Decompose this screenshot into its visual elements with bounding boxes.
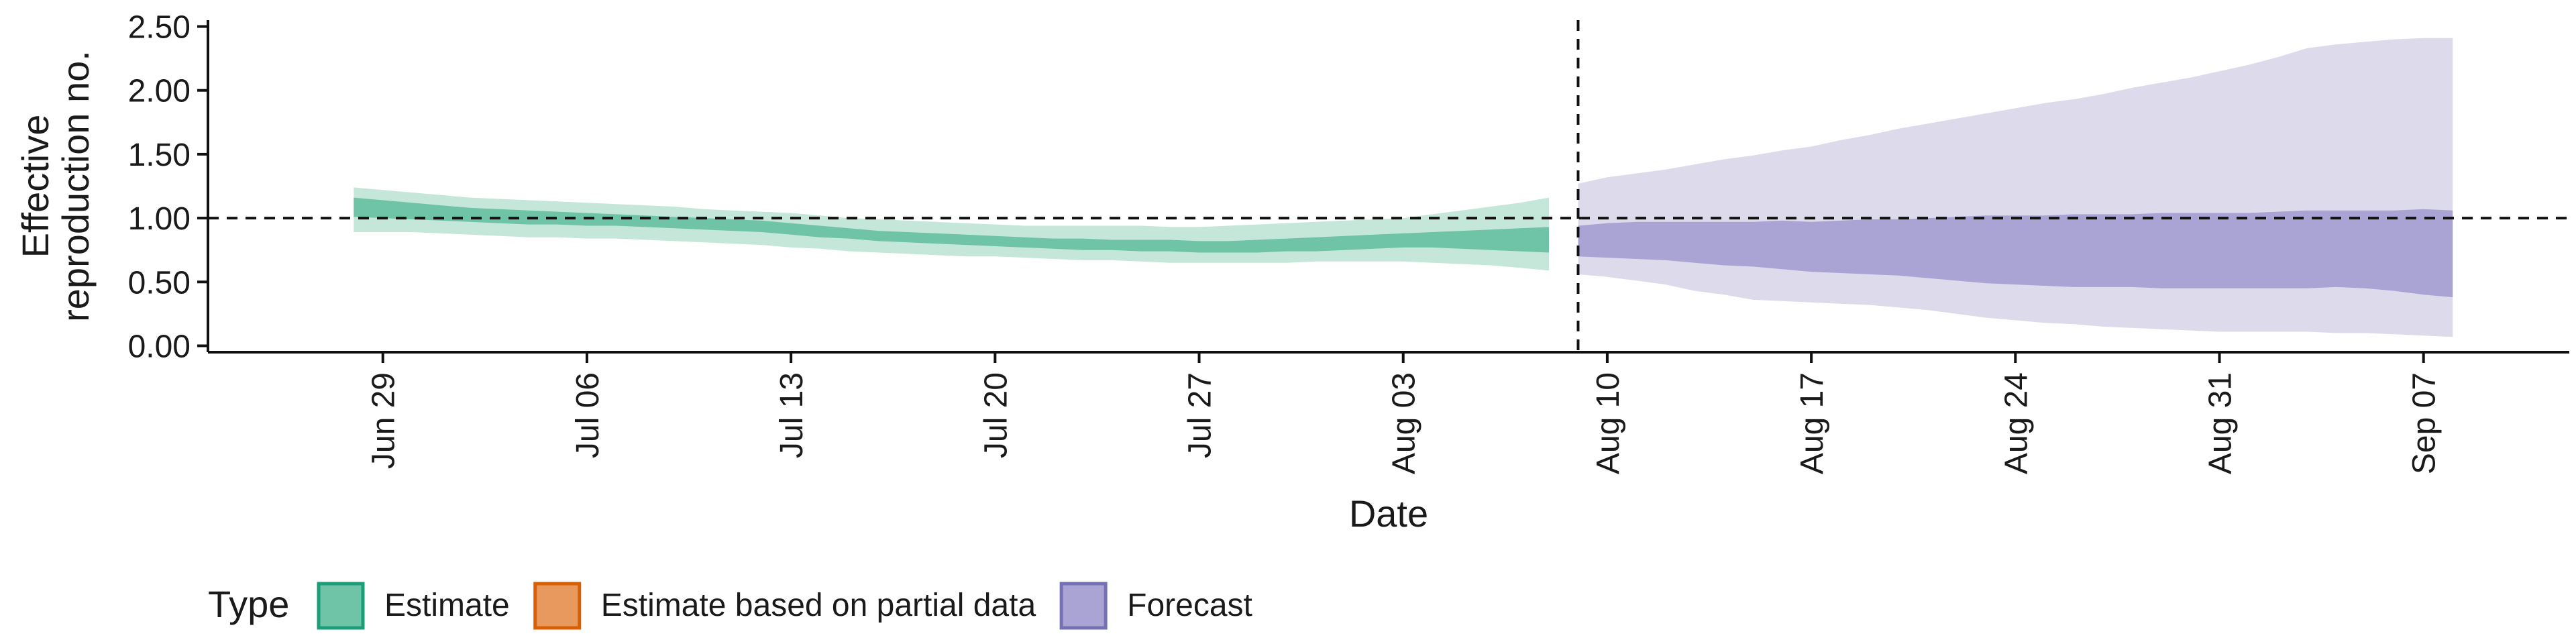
y-axis-title: Effectivereproduction no. [14, 50, 97, 322]
y-tick-label: 2.50 [128, 10, 191, 46]
legend-key-estimate-based-on-partial-data [533, 582, 582, 630]
estimate-inner-band [354, 197, 1549, 253]
legend-label-estimate-based-on-partial-data: Estimate based on partial data [601, 588, 1036, 623]
legend: Type Estimate Estimate based on partial da… [208, 582, 1252, 630]
x-tick-label: Jul 20 [978, 372, 1014, 458]
axes-layer: 0.00 0.50 1.00 1.50 2.00 2.50 Jun 29 Jul 06 Jul … [14, 10, 2569, 535]
x-tick-label: Sep 07 [2407, 372, 2443, 474]
y-tick-label: 2.00 [128, 74, 191, 109]
x-tick-label: Aug 03 [1387, 372, 1422, 474]
legend-key-forecast [1059, 582, 1108, 630]
x-tick-label: Jul 06 [570, 372, 606, 458]
legend-label-estimate: Estimate [384, 588, 510, 623]
x-tick-label: Jul 27 [1183, 372, 1218, 458]
x-axis-title: Date [1349, 492, 1428, 535]
forecast-outer-band [1578, 38, 2453, 337]
x-tick-label: Aug 31 [2203, 372, 2239, 474]
x-tick-label: Aug 24 [1998, 372, 2034, 474]
x-tick-label: Aug 17 [1794, 372, 1830, 474]
y-axis-title-line: reproduction no. [54, 50, 97, 322]
y-axis-title-line: Effective [14, 115, 56, 258]
x-tick-label: Aug 10 [1591, 372, 1626, 474]
legend-label-forecast: Forecast [1127, 588, 1252, 623]
y-tick-label: 1.00 [128, 201, 191, 237]
y-tick-label: 0.00 [128, 329, 191, 364]
x-tick-label: Jun 29 [366, 372, 402, 469]
forecast-inner-band [1578, 209, 2453, 298]
plot-layer [208, 20, 2569, 352]
legend-key-estimate [317, 582, 365, 630]
legend-title: Type [208, 583, 289, 625]
y-tick-label: 0.50 [128, 265, 191, 301]
y-tick-label: 1.50 [128, 138, 191, 173]
x-tick-label: Jul 13 [774, 372, 810, 458]
estimate-outer-band [354, 187, 1549, 271]
